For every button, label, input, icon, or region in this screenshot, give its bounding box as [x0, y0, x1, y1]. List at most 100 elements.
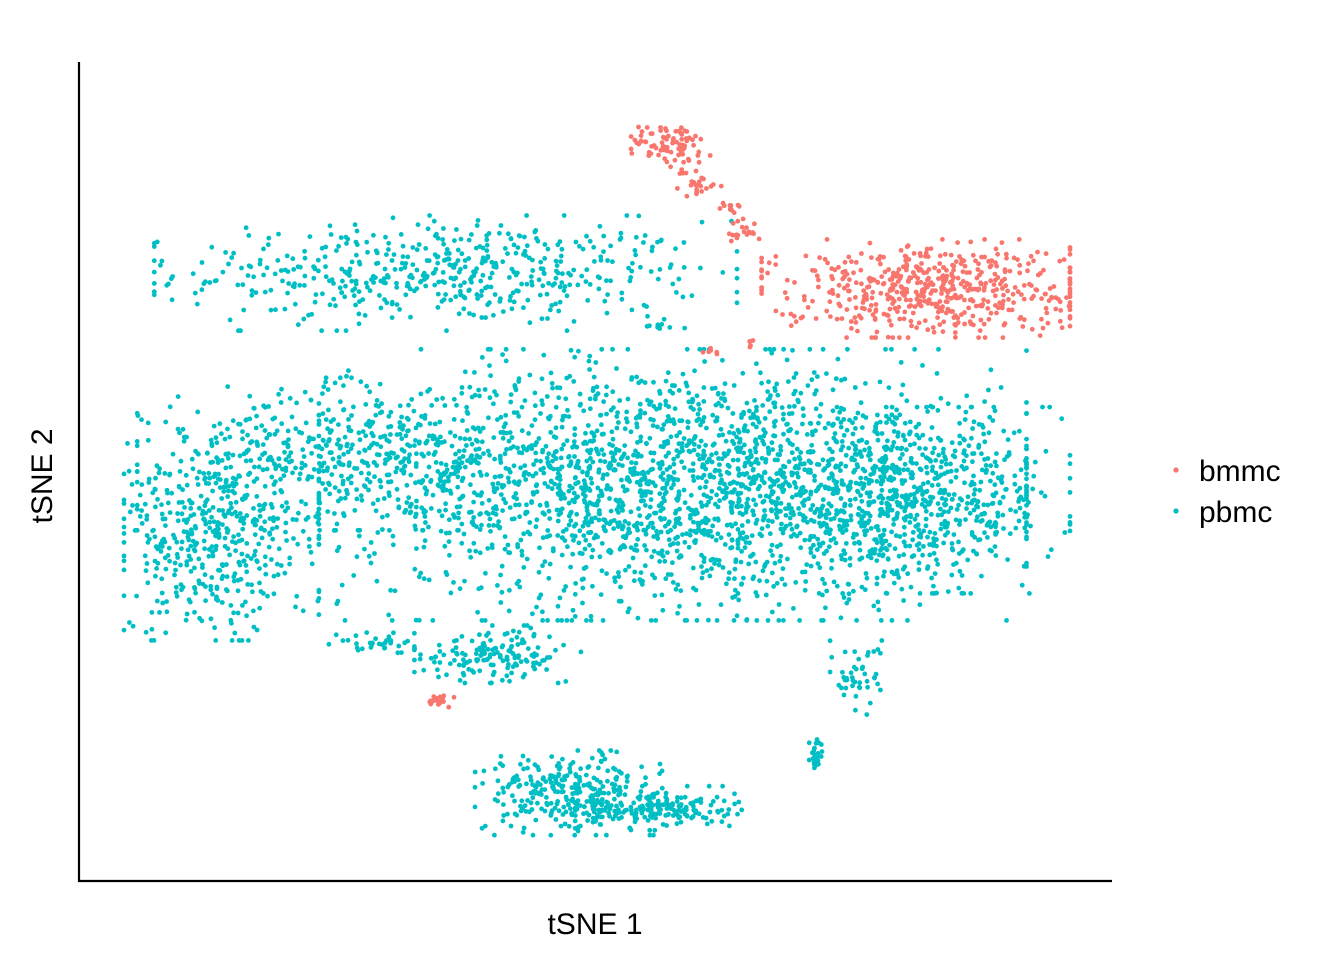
point-pbmc [362, 546, 367, 552]
point-pbmc [672, 524, 677, 530]
point-pbmc [864, 490, 870, 496]
point-pbmc [860, 508, 865, 514]
point-pbmc [257, 261, 263, 267]
point-pbmc [262, 450, 268, 456]
point-pbmc [556, 773, 561, 779]
point-pbmc [202, 503, 208, 509]
point-pbmc [698, 520, 703, 526]
point-pbmc [945, 469, 951, 475]
point-pbmc [853, 496, 858, 502]
point-pbmc [500, 352, 505, 357]
point-pbmc [838, 468, 843, 473]
point-pbmc [474, 266, 479, 272]
point-pbmc [327, 491, 333, 497]
point-pbmc [1067, 528, 1073, 534]
point-pbmc [237, 511, 243, 516]
point-pbmc [555, 680, 561, 686]
point-pbmc [692, 540, 698, 546]
point-pbmc [567, 282, 573, 288]
point-pbmc [653, 510, 659, 516]
point-pbmc [282, 570, 288, 576]
point-pbmc [826, 475, 832, 481]
point-pbmc [923, 516, 929, 522]
point-pbmc [798, 450, 804, 455]
point-pbmc [781, 431, 786, 437]
point-pbmc [302, 283, 307, 288]
point-pbmc [274, 561, 280, 567]
point-pbmc [394, 285, 400, 290]
point-pbmc [984, 467, 989, 473]
point-pbmc [969, 404, 975, 410]
point-pbmc [867, 700, 873, 706]
point-pbmc [381, 496, 387, 501]
point-pbmc [938, 395, 944, 401]
point-pbmc [173, 584, 179, 590]
point-pbmc [787, 428, 793, 433]
point-pbmc [257, 502, 262, 508]
point-pbmc [323, 264, 328, 270]
point-pbmc [716, 456, 721, 461]
point-pbmc [982, 439, 988, 445]
point-pbmc [762, 508, 767, 513]
point-pbmc [554, 448, 559, 454]
point-pbmc [513, 661, 518, 667]
point-pbmc [316, 469, 322, 475]
point-pbmc [597, 554, 603, 560]
point-pbmc [572, 591, 578, 597]
point-pbmc [563, 679, 569, 684]
point-pbmc [637, 415, 643, 420]
point-pbmc [414, 247, 420, 253]
point-pbmc [616, 769, 622, 774]
point-pbmc [701, 385, 707, 390]
point-pbmc [357, 437, 363, 443]
point-pbmc [584, 799, 590, 804]
point-pbmc [881, 573, 886, 579]
point-pbmc [149, 626, 155, 632]
point-pbmc [298, 264, 303, 270]
point-pbmc [1024, 534, 1029, 540]
point-pbmc [403, 261, 409, 266]
point-pbmc [172, 572, 177, 578]
point-pbmc [538, 266, 544, 271]
point-pbmc [521, 825, 527, 831]
point-pbmc [183, 472, 189, 478]
point-pbmc [477, 244, 483, 249]
point-pbmc [512, 655, 518, 661]
point-pbmc [744, 400, 750, 406]
point-pbmc [495, 417, 500, 422]
point-pbmc [489, 542, 495, 548]
point-pbmc [193, 590, 199, 596]
point-pbmc [454, 227, 459, 232]
point-pbmc [511, 463, 517, 469]
point-pbmc [224, 526, 230, 531]
point-pbmc [695, 411, 701, 417]
point-pbmc [673, 586, 679, 592]
point-pbmc [538, 411, 543, 416]
point-pbmc [914, 542, 920, 548]
point-pbmc [524, 781, 529, 787]
point-pbmc [439, 513, 445, 519]
point-pbmc [555, 471, 561, 476]
point-pbmc [577, 243, 582, 249]
point-pbmc [624, 213, 630, 218]
point-pbmc [259, 423, 265, 429]
point-pbmc [227, 317, 233, 323]
point-pbmc [762, 470, 768, 476]
point-pbmc [378, 278, 384, 284]
point-pbmc [376, 641, 382, 647]
point-pbmc [986, 430, 992, 436]
point-pbmc [604, 310, 610, 316]
point-pbmc [988, 463, 994, 469]
point-pbmc [970, 459, 975, 465]
point-pbmc [391, 252, 397, 257]
point-pbmc [528, 774, 533, 780]
point-pbmc [866, 481, 872, 486]
point-pbmc [913, 499, 918, 505]
point-pbmc [228, 617, 234, 623]
point-pbmc [717, 480, 723, 486]
point-pbmc [1003, 486, 1009, 492]
point-pbmc [614, 749, 620, 755]
point-pbmc [329, 472, 335, 477]
point-pbmc [754, 424, 759, 430]
point-pbmc [874, 581, 880, 587]
